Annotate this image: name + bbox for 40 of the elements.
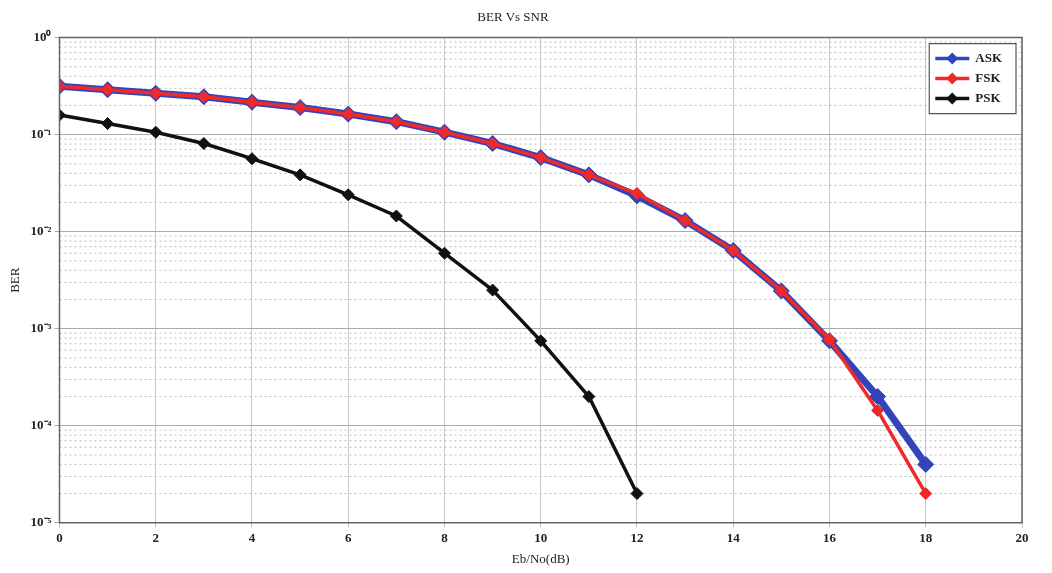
point <box>293 168 307 182</box>
point <box>630 487 644 501</box>
point <box>389 209 403 223</box>
x-tick-label: 0 <box>56 529 63 545</box>
legend-label: ASK <box>975 49 1003 65</box>
y-axis-title: BER <box>7 267 23 293</box>
legend-label: FSK <box>975 69 1002 85</box>
point <box>149 125 163 139</box>
x-tick-label: 10 <box>534 529 548 545</box>
x-tick-label: 2 <box>152 529 159 545</box>
x-axis-title: Eb/No(dB) <box>511 550 570 566</box>
point <box>438 246 451 260</box>
point <box>341 188 355 202</box>
y-tick-label: 10⁻² <box>30 223 52 239</box>
y-tick-label: 10⁻⁴ <box>30 417 52 433</box>
x-tick-label: 14 <box>726 529 741 545</box>
point <box>630 187 644 201</box>
y-tick-label: 10⁻³ <box>30 320 52 336</box>
y-tick-label: 10⁻¹ <box>30 126 52 141</box>
x-tick-label: 16 <box>823 529 837 545</box>
y-tick-label: 10⁰ <box>33 28 52 44</box>
point <box>919 487 933 501</box>
point <box>245 152 259 166</box>
point <box>871 403 885 417</box>
point <box>486 283 500 297</box>
x-tick-label: 6 <box>345 529 352 545</box>
x-tick-label: 12 <box>630 529 644 545</box>
legend-label: PSK <box>975 89 1002 105</box>
point <box>101 117 115 131</box>
x-tick-label: 8 <box>441 529 449 545</box>
x-tick-label: 18 <box>919 529 933 545</box>
point <box>869 388 887 406</box>
x-tick-label: 4 <box>248 529 256 545</box>
chart-title: BER Vs SNR <box>477 9 549 25</box>
y-tick-label: 10⁻⁵ <box>30 514 52 530</box>
x-tick-label: 20 <box>1015 529 1029 545</box>
point <box>582 390 596 404</box>
point <box>197 137 211 151</box>
point <box>534 334 548 348</box>
point <box>917 455 935 473</box>
